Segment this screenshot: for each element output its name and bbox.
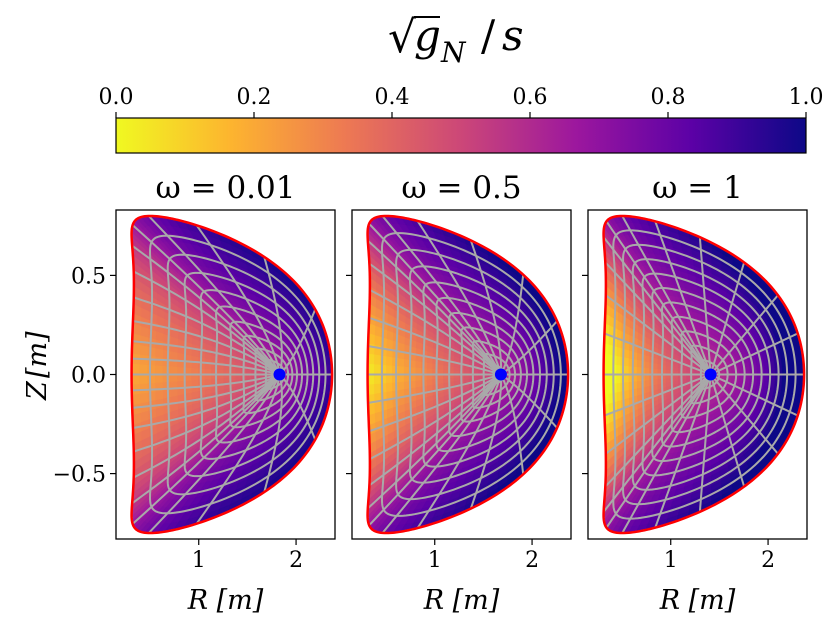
- field-cell: [216, 365, 224, 371]
- field-cell: [397, 358, 405, 368]
- poloidal-line: [131, 373, 281, 505]
- poloidal-line: [132, 340, 280, 376]
- x-tick-label: 2: [289, 548, 303, 573]
- field-cell: [414, 380, 422, 389]
- poloidal-line: [131, 373, 280, 392]
- field-cell: [176, 366, 185, 375]
- colorbar: 0.0 0.2 0.4 0.6 0.8 1.0: [99, 85, 824, 154]
- field-cell: [146, 364, 156, 375]
- field-cell: [373, 364, 381, 375]
- colorbar-tick-label: 0.0: [99, 85, 134, 110]
- panel-plot-area: [366, 214, 570, 535]
- figure-title: √ g N / s: [388, 11, 524, 69]
- field-cell: [154, 356, 163, 367]
- x-axis-label: R [m]: [187, 585, 264, 616]
- field-cell: [385, 356, 393, 367]
- field-cell: [426, 362, 433, 370]
- field-cell: [385, 382, 393, 393]
- field-cell: [204, 363, 212, 371]
- y-tick-label: 0.0: [71, 364, 106, 389]
- field-cell: [403, 381, 410, 390]
- poloidal-line: [131, 244, 281, 376]
- poloidal-line: [132, 319, 281, 376]
- poloidal-line: [148, 215, 281, 375]
- field-cell: [385, 365, 393, 375]
- poloidal-line: [133, 373, 281, 453]
- field-cell: [169, 366, 178, 375]
- poloidal-line: [263, 256, 283, 375]
- field-cell: [169, 351, 178, 361]
- field-cell: [373, 354, 381, 366]
- poloidal-line: [148, 374, 281, 534]
- field-cell: [373, 374, 381, 385]
- plasma-boundary: [130, 214, 334, 535]
- colorbar-tick-label: 0.4: [375, 85, 410, 110]
- field-cell: [403, 366, 410, 375]
- poloidal-line: [263, 374, 283, 493]
- poloidal-line: [132, 373, 280, 409]
- title-g: g: [414, 11, 441, 60]
- field-cell: [397, 374, 404, 383]
- field-cell: [139, 344, 149, 357]
- panels: 1 2 0.5 0.0 −0.5 ω = 0.01 R [m] 1 2ω = 0.5R [m]1…: [53, 170, 808, 616]
- colorbar-tick-label: 0.2: [237, 85, 272, 110]
- field-cell: [154, 348, 164, 359]
- field-cell: [154, 365, 163, 375]
- poloidal-line: [195, 374, 281, 525]
- title-sub-n: N: [440, 36, 467, 69]
- field-cell: [154, 382, 163, 393]
- field-cell: [437, 364, 444, 371]
- field-cell: [442, 365, 449, 371]
- field-cell: [397, 366, 404, 375]
- poloidal-line: [133, 270, 281, 376]
- field-cell: [397, 381, 405, 391]
- poloidal-line: [195, 224, 281, 375]
- y-tick-label: −0.5: [53, 463, 106, 488]
- panel-plot-area: [130, 214, 334, 535]
- field-cell: [385, 374, 393, 384]
- title-s: s: [502, 11, 524, 60]
- colorbar-tick-label: 0.6: [513, 85, 548, 110]
- panel-2: 1 2ω = 0.5R [m]: [346, 170, 572, 616]
- field-cell: [414, 374, 422, 382]
- field-cell: [169, 374, 178, 383]
- title-slash: /: [481, 11, 496, 60]
- poloidal-line: [131, 373, 281, 525]
- field-cell: [414, 360, 422, 369]
- field-cell: [373, 383, 381, 395]
- field-cell: [146, 374, 156, 385]
- y-tick-label: 0.5: [71, 264, 106, 289]
- colorbar-tick-label: 0.8: [651, 85, 686, 110]
- poloidal-line: [133, 373, 281, 479]
- field-cell: [403, 374, 410, 383]
- field-cell: [176, 374, 185, 383]
- poloidal-line: [131, 224, 281, 376]
- title-radical: √: [388, 12, 417, 63]
- panel-1: 1 2 0.5 0.0 −0.5 ω = 0.01 R [m]: [53, 170, 336, 616]
- colorbar-bar: [115, 117, 807, 154]
- field-cell: [385, 338, 393, 350]
- x-tick-label: 1: [192, 548, 206, 573]
- panel-title: ω = 0.01: [156, 170, 296, 206]
- colorbar-tick-label: 1.0: [789, 85, 824, 110]
- poloidal-line: [131, 357, 280, 376]
- field-cell: [139, 374, 148, 385]
- magnetic-axis-marker: [273, 368, 286, 381]
- poloidal-line: [132, 373, 281, 430]
- poloidal-line: [133, 296, 281, 376]
- field-cell: [403, 359, 410, 368]
- field-cell: [373, 334, 381, 347]
- field-cell: [414, 367, 422, 375]
- colorbar-ticks: 0.0 0.2 0.4 0.6 0.8 1.0: [99, 85, 824, 118]
- field-cell: [154, 374, 163, 384]
- field-cell: [139, 364, 148, 375]
